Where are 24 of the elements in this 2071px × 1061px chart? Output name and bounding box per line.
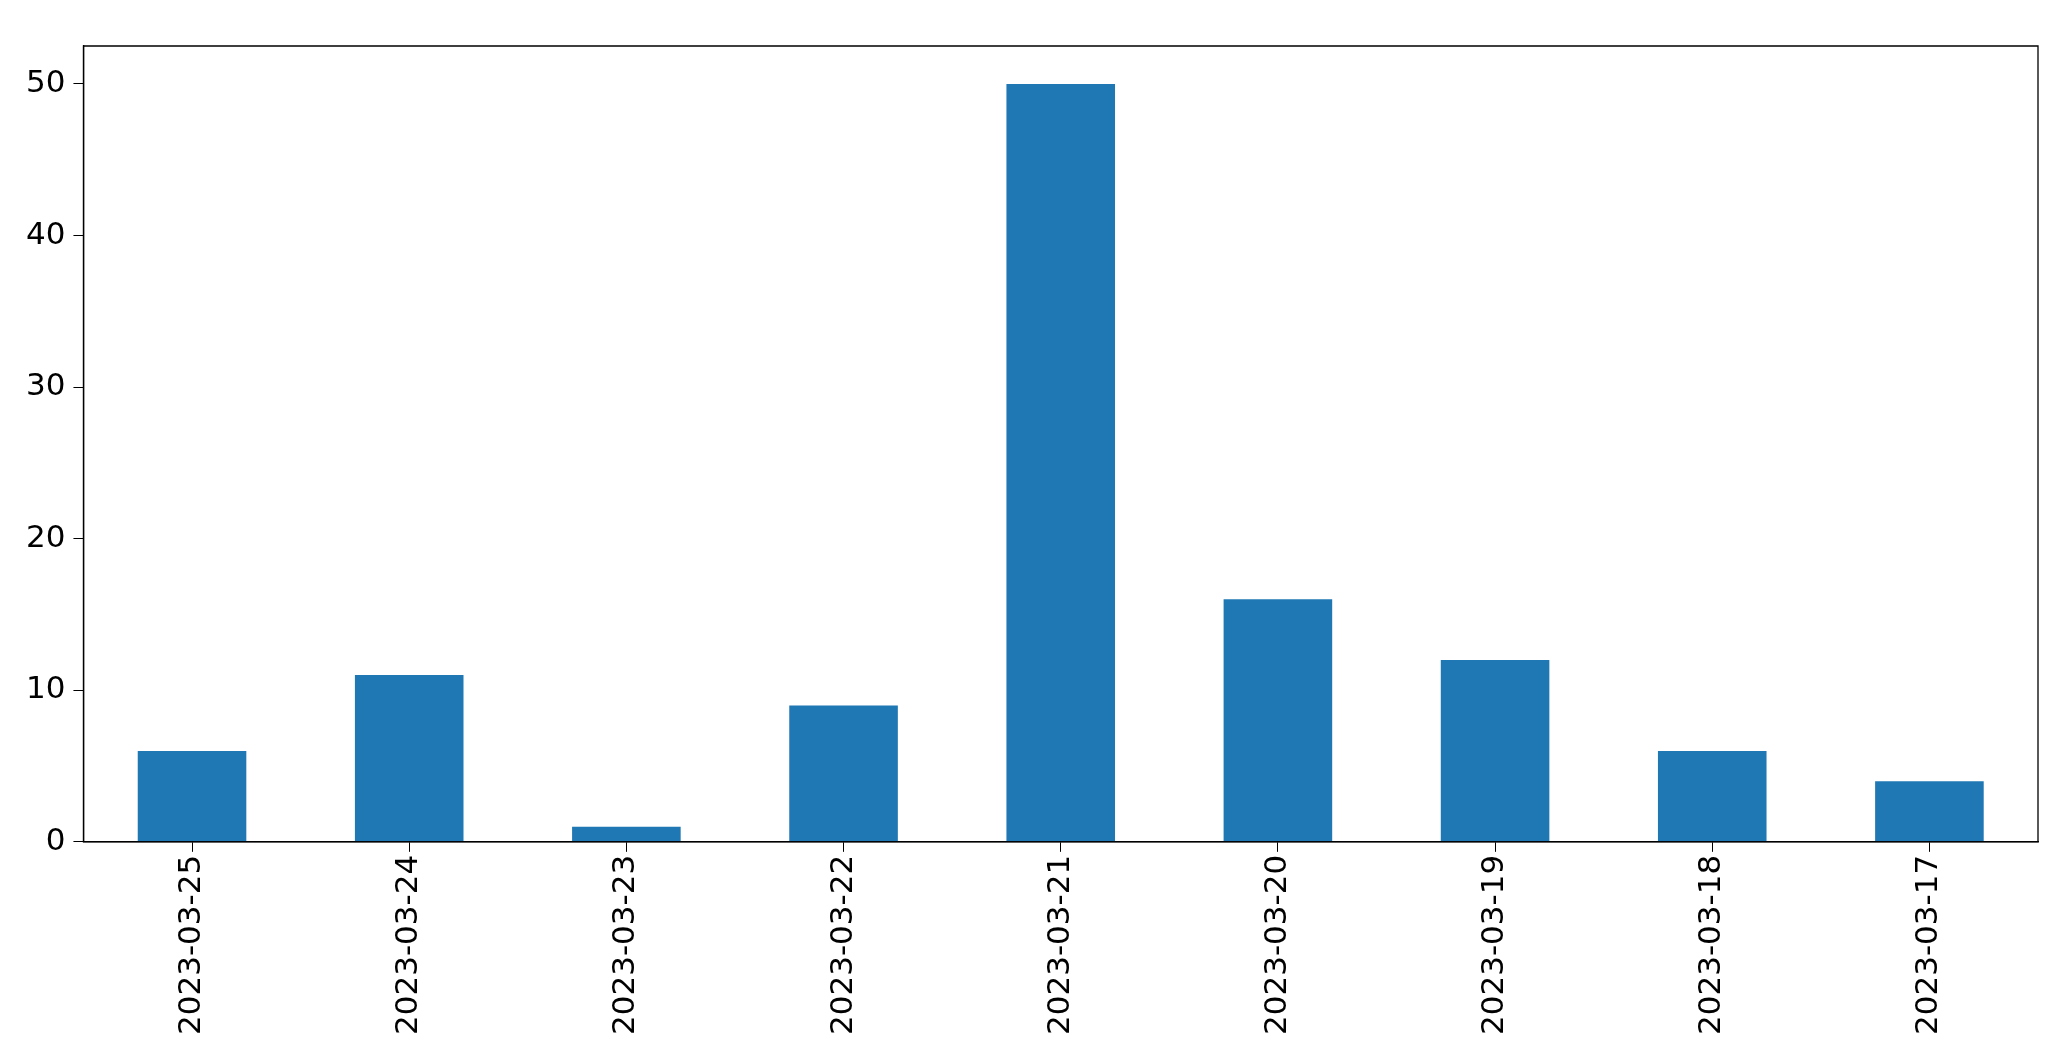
y-tick-label: 50 — [25, 62, 66, 99]
x-tick-label: 2023-03-19 — [1474, 854, 1511, 1036]
x-tick-label: 2023-03-22 — [822, 854, 859, 1036]
bar — [354, 675, 464, 842]
y-tick-label: 40 — [25, 214, 66, 251]
bar — [789, 705, 898, 842]
x-tick-label: 2023-03-18 — [1691, 854, 1728, 1036]
x-tick-label: 2023-03-17 — [1908, 854, 1945, 1036]
x-tick-label: 2023-03-23 — [605, 854, 642, 1036]
bar — [1875, 781, 1984, 842]
x-tick-label: 2023-03-24 — [388, 854, 425, 1036]
y-tick-label: 30 — [25, 366, 66, 403]
y-tick-label: 0 — [45, 820, 66, 857]
bar — [1657, 750, 1767, 842]
bar — [1006, 83, 1116, 842]
x-tick-label: 2023-03-21 — [1039, 854, 1076, 1036]
bar — [1440, 659, 1550, 842]
bar — [137, 750, 247, 842]
x-tick-label: 2023-03-20 — [1256, 854, 1293, 1036]
x-tick-label: 2023-03-25 — [171, 854, 208, 1036]
y-tick-label: 20 — [25, 517, 66, 554]
bar — [1223, 599, 1333, 842]
y-tick-label: 10 — [25, 669, 66, 706]
bar — [572, 826, 681, 842]
